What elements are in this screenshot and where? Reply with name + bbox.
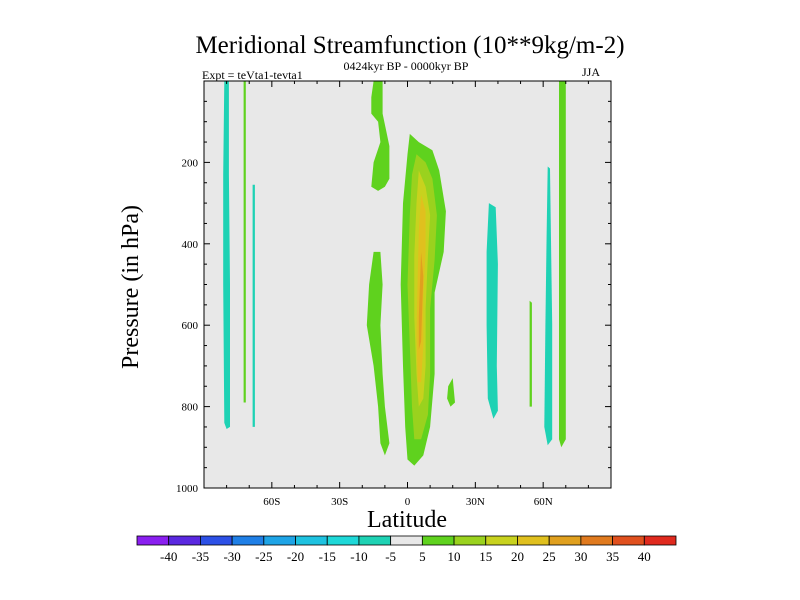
colorbar-box (168, 535, 201, 546)
colorbar-label: 40 (638, 549, 651, 564)
x-tick-label: 30N (466, 496, 485, 508)
contour-green-equatorial-lower (366, 251, 390, 456)
x-tick-label: 30S (331, 496, 348, 508)
y-axis-label: Pressure (in hPa) (118, 205, 144, 369)
colorbar-label: 20 (511, 549, 524, 564)
contour-green-blob-19n (447, 378, 455, 407)
colorbar-label: -25 (255, 549, 272, 564)
colorbar-box (643, 535, 677, 546)
colorbar-box (136, 535, 170, 546)
x-axis-ticks: 60S 30S 0 30N 60N (203, 81, 612, 508)
colorbar-label: 5 (419, 549, 426, 564)
colorbar-box (548, 535, 582, 546)
y-tick-label: 400 (182, 239, 199, 251)
colorbar-box (453, 535, 487, 546)
colorbar-label: -20 (287, 549, 304, 564)
colorbar-label: 25 (543, 549, 556, 564)
contour-dark-orange-core (418, 251, 424, 350)
colorbar-box (200, 535, 233, 546)
x-axis-label: Latitude (367, 507, 447, 533)
colorbar-box (421, 535, 455, 546)
colorbar-box (390, 535, 423, 546)
contour-green-equatorial-cell (371, 81, 390, 191)
y-tick-label: 600 (182, 320, 199, 332)
colorbar-label: 35 (606, 549, 619, 564)
y-tick-label: 1000 (176, 483, 199, 495)
colorbar-label: -5 (385, 549, 396, 564)
x-tick-label: 60N (534, 496, 553, 508)
colorbar-box (517, 535, 550, 546)
chart-subtitle-period: 0424kyr BP - 0000kyr BP (344, 59, 469, 73)
colorbar: -40 -35 -30 -25 -20 -15 -10 -5 5 10 15 20 25 30 35 40 (136, 535, 677, 564)
colorbar-box (326, 535, 360, 546)
contour-green-thin-54n (529, 300, 532, 407)
colorbar-label: 10 (448, 549, 461, 564)
colorbar-box (358, 535, 392, 546)
contour-cyan-band-67s (252, 184, 255, 427)
chart-subtitle-experiment: Expt = teVta1-tevta1 (202, 68, 303, 82)
colorbar-label: -40 (160, 549, 177, 564)
colorbar-label: 30 (574, 549, 587, 564)
colorbar-box (295, 535, 328, 546)
colorbar-label: -35 (192, 549, 209, 564)
y-tick-label: 800 (182, 402, 199, 414)
colorbar-label: -10 (350, 549, 367, 564)
contour-cyan-band-63n (544, 166, 553, 446)
contour-cyan-band-70s (223, 81, 230, 429)
colorbar-box (231, 535, 265, 546)
x-tick-label: 0 (405, 496, 411, 508)
colorbar-box (580, 535, 613, 546)
contour-regions (223, 81, 566, 466)
colorbar-box (485, 535, 518, 546)
contour-green-band-72s (243, 81, 246, 403)
chart-title: Meridional Streamfunction (10**9kg/m-2) (195, 32, 624, 59)
contour-cyan-band-35n (486, 203, 498, 419)
colorbar-label: 15 (479, 549, 492, 564)
plot-area (203, 80, 612, 489)
colorbar-box (263, 535, 296, 546)
x-tick-label: 60S (263, 496, 280, 508)
chart-subtitle-season: JJA (582, 65, 600, 79)
colorbar-label: -30 (223, 549, 240, 564)
colorbar-label: -15 (319, 549, 336, 564)
contour-green-band-69n (559, 81, 566, 448)
colorbar-box (612, 535, 645, 546)
y-tick-label: 200 (182, 157, 199, 169)
y-axis-ticks: 200 400 600 800 1000 (176, 80, 611, 495)
